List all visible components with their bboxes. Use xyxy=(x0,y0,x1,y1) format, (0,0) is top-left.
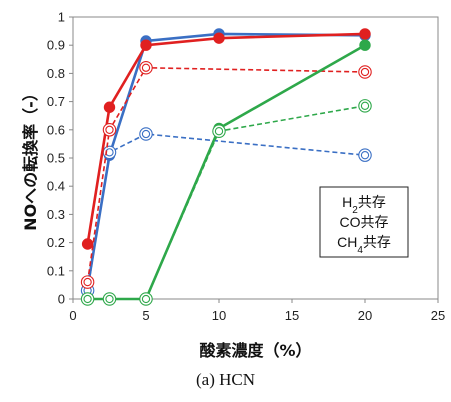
data-point xyxy=(102,123,117,137)
y-tick-label: 0.9 xyxy=(47,38,65,53)
x-tick-label: 25 xyxy=(431,308,445,323)
data-point xyxy=(80,275,95,289)
legend-entry: CH4共存 xyxy=(337,234,391,256)
data-point-inner-ring xyxy=(105,125,114,134)
data-point xyxy=(358,148,372,162)
data-point xyxy=(359,28,371,40)
x-tick-label: 5 xyxy=(142,308,149,323)
data-point xyxy=(102,292,117,306)
data-point-inner-ring xyxy=(360,67,370,77)
series-3 xyxy=(80,61,372,289)
data-point xyxy=(103,101,116,113)
legend-entry: H2共存 xyxy=(342,194,386,216)
data-point-outer-ring xyxy=(102,292,117,306)
data-point xyxy=(140,39,152,51)
data-point-inner-ring xyxy=(105,294,114,304)
data-point-outer-ring xyxy=(139,61,153,75)
series-line xyxy=(86,66,366,283)
data-point xyxy=(81,238,94,250)
y-tick-label: 0.8 xyxy=(47,66,65,81)
x-axis-title: 酸素濃度（%） xyxy=(199,341,311,360)
data-point xyxy=(359,39,371,51)
y-tick-label: 0.7 xyxy=(47,94,65,109)
y-axis-title: NOへの転換率（-） xyxy=(21,85,40,231)
legend-entry: CO共存 xyxy=(340,214,389,230)
figure-caption: (a) HCN xyxy=(195,370,255,389)
data-point-inner-ring xyxy=(141,63,151,72)
y-tick-label: 0.3 xyxy=(47,207,65,222)
y-tick-label: 1 xyxy=(58,10,65,25)
data-point-inner-ring xyxy=(83,277,92,287)
data-point xyxy=(212,124,226,138)
data-point-outer-ring xyxy=(102,123,117,137)
y-tick-label: 0.1 xyxy=(47,263,65,278)
y-tick-label: 0.6 xyxy=(47,122,65,137)
data-point-inner-ring xyxy=(83,294,92,304)
x-tick-label: 0 xyxy=(69,308,76,323)
data-point-outer-ring xyxy=(102,145,117,160)
conversion-chart: 00.10.20.30.40.50.60.70.80.910 5 10 15 20 25酸… xyxy=(21,10,445,361)
data-point-inner-ring xyxy=(141,129,151,139)
data-point xyxy=(358,99,372,113)
series-5 xyxy=(80,99,372,306)
data-point xyxy=(139,61,153,75)
data-point-outer-ring xyxy=(139,292,153,306)
data-point xyxy=(102,145,117,160)
y-tick-label: 0.2 xyxy=(47,235,65,250)
data-point-inner-ring xyxy=(141,294,151,304)
x-tick-label: 20 xyxy=(358,308,372,323)
data-point xyxy=(139,127,153,141)
data-point xyxy=(358,65,372,79)
chart-labels: 00.10.20.30.40.50.60.70.80.910 5 10 15 20 25酸… xyxy=(21,10,445,361)
data-point xyxy=(139,292,153,306)
data-point-outer-ring xyxy=(358,99,372,113)
y-tick-label: 0 xyxy=(58,292,65,307)
data-point-outer-ring xyxy=(358,148,372,162)
series-line xyxy=(87,44,366,301)
x-tick-label: 15 xyxy=(285,308,299,323)
series-2 xyxy=(81,28,371,250)
data-point xyxy=(80,292,95,306)
data-point-outer-ring xyxy=(139,127,153,141)
data-point-outer-ring xyxy=(212,124,226,138)
data-point-outer-ring xyxy=(80,292,95,306)
data-point-inner-ring xyxy=(360,101,370,110)
series-line xyxy=(86,133,366,291)
data-point-inner-ring xyxy=(214,127,224,136)
legend-box xyxy=(319,186,409,258)
y-tick-label: 0.5 xyxy=(47,151,65,166)
series-layer xyxy=(80,28,372,306)
chart-axes xyxy=(69,16,439,303)
data-point-outer-ring xyxy=(358,65,372,79)
data-point-inner-ring xyxy=(360,151,370,160)
y-tick-label: 0.4 xyxy=(47,179,65,194)
data-point-outer-ring xyxy=(80,275,95,289)
data-point xyxy=(213,32,225,44)
x-tick-label: 10 xyxy=(212,308,226,323)
